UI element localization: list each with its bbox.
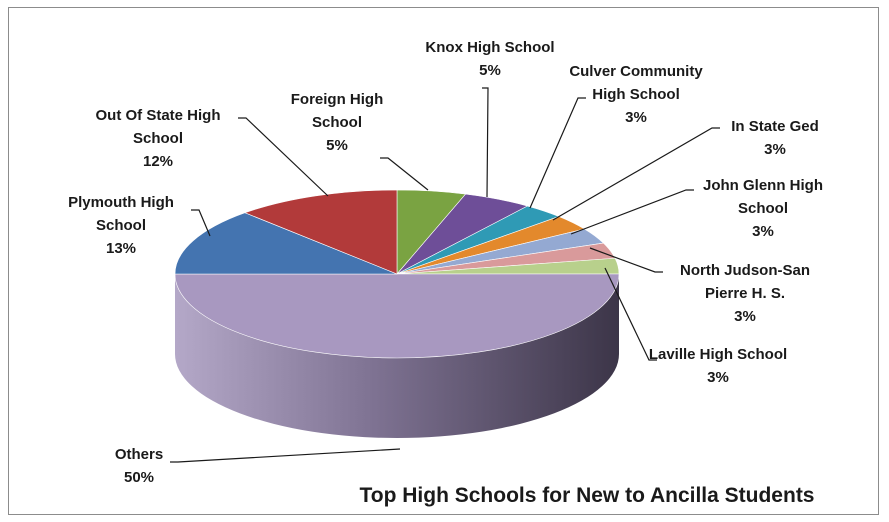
slice-percent-north-judson-san-pierre-h-s: 3% — [734, 308, 756, 325]
slice-label-out-of-state-high-school: Out Of State High School 12% — [96, 107, 221, 170]
slice-label-knox-high-school: Knox High School 5% — [425, 39, 554, 79]
slice-label-john-glenn-high-school: John Glenn High School 3% — [703, 177, 823, 240]
leader-line-others — [170, 448, 401, 463]
pie-slice-out-of-state-high-school — [244, 189, 398, 275]
slice-percent-laville-high-school: 3% — [707, 369, 729, 386]
slice-percent-culver-community-high-school: 3% — [625, 109, 647, 126]
slice-label-plymouth-high-school: Plymouth High School 13% — [68, 194, 174, 257]
leader-lines — [170, 87, 720, 463]
leader-line-foreign-high-school — [380, 157, 429, 191]
slice-percent-knox-high-school: 5% — [479, 62, 501, 79]
pie-side-wall — [175, 274, 619, 438]
leader-line-knox-high-school — [482, 87, 489, 198]
leader-line-john-glenn-high-school — [570, 189, 694, 235]
slice-percent-plymouth-high-school: 13% — [106, 240, 136, 257]
slice-percent-others: 50% — [124, 469, 154, 486]
pie-slice-others — [174, 273, 620, 359]
leader-line-culver-community-high-school — [529, 97, 586, 209]
slice-labels: Foreign High School 5% Knox High School 5% Cu… — [68, 39, 823, 486]
leader-line-out-of-state-high-school — [238, 117, 329, 197]
slice-label-in-state-ged: In State Ged 3% — [731, 118, 819, 158]
slice-percent-foreign-high-school: 5% — [326, 137, 348, 154]
slice-label-north-judson-san-pierre-h-s: North Judson-San Pierre H. S. 3% — [680, 262, 810, 325]
leader-line-plymouth-high-school — [191, 209, 211, 237]
slice-label-laville-high-school: Laville High School 3% — [649, 346, 787, 386]
leader-line-north-judson-san-pierre-h-s — [589, 247, 663, 273]
leader-line-in-state-ged — [552, 127, 720, 221]
slice-label-others: Others 50% — [115, 446, 163, 486]
slice-percent-out-of-state-high-school: 12% — [143, 153, 173, 170]
pie-top — [174, 189, 620, 359]
leader-line-laville-high-school — [604, 267, 657, 361]
pie-side — [175, 274, 619, 438]
slice-label-culver-community-high-school: Culver Community High School 3% — [569, 63, 703, 126]
pie-slice-plymouth-high-school — [174, 212, 398, 275]
slice-percent-john-glenn-high-school: 3% — [752, 223, 774, 240]
slice-label-foreign-high-school: Foreign High School 5% — [291, 91, 384, 154]
chart-title: Top High Schools for New to Ancilla Stud… — [359, 484, 814, 507]
slice-percent-in-state-ged: 3% — [764, 141, 786, 158]
